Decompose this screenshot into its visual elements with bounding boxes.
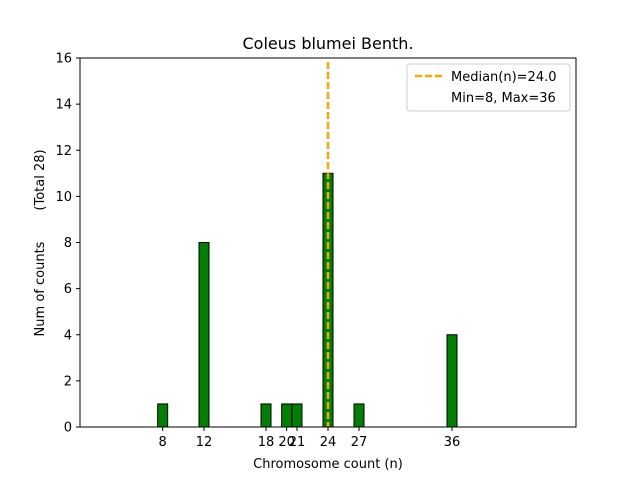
y-tick-label: 10 <box>55 190 72 205</box>
y-axis-label: Num of counts <box>33 241 48 336</box>
y-tick-label: 8 <box>64 236 72 251</box>
bar-n-36 <box>446 334 458 428</box>
y-tick-label: 12 <box>55 144 72 159</box>
x-tick-label: 18 <box>258 435 275 450</box>
bar-n-20 <box>281 403 293 428</box>
x-tick-label: 24 <box>320 435 337 450</box>
y-tick-label: 0 <box>64 421 72 436</box>
x-tick-label: 12 <box>196 435 213 450</box>
y-tick-label: 6 <box>64 282 72 297</box>
bar-n-27 <box>353 403 365 428</box>
bar-n-8 <box>157 403 169 428</box>
y-axis: 0 2 4 6 8 10 12 14 16 <box>55 52 80 436</box>
x-tick-label: 20 <box>278 435 295 450</box>
bar-n-12 <box>198 242 210 428</box>
y-tick-label: 4 <box>64 328 72 343</box>
x-tick-label: 27 <box>351 435 368 450</box>
y-axis-total-label: (Total 28) <box>33 149 48 210</box>
y-tick-label: 14 <box>55 98 72 113</box>
legend-minmax-label: Min=8, Max=36 <box>451 91 556 106</box>
x-axis-label: Chromosome count (n) <box>253 457 403 472</box>
y-tick-label: 2 <box>64 374 72 389</box>
legend: Median(n)=24.0 Min=8, Max=36 <box>406 63 571 112</box>
legend-box <box>406 63 571 112</box>
x-tick-label: 21 <box>289 435 306 450</box>
x-tick-label: 8 <box>159 435 167 450</box>
y-tick-label: 16 <box>55 52 72 67</box>
chart-title: Coleus blumei Benth. <box>243 34 414 53</box>
legend-median-label: Median(n)=24.0 <box>451 70 557 85</box>
bar-n-21 <box>291 403 303 428</box>
x-tick-label: 36 <box>444 435 461 450</box>
bar-n-18 <box>260 403 272 428</box>
